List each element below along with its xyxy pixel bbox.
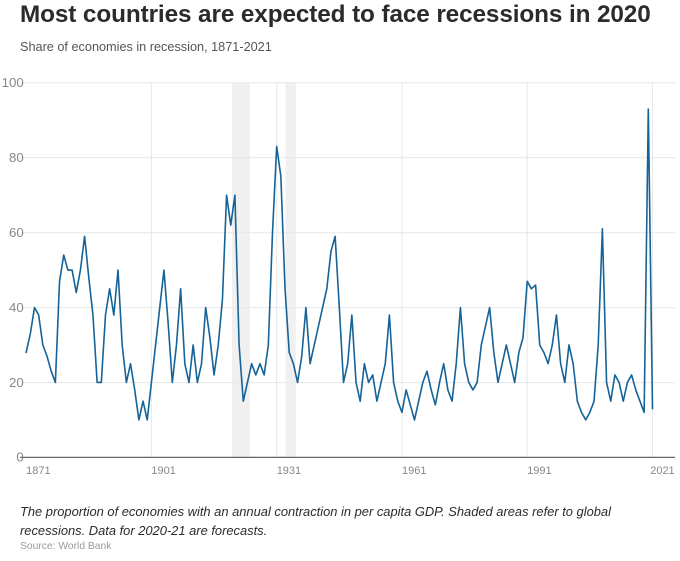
svg-text:1901: 1901 [151, 465, 175, 477]
svg-text:80: 80 [9, 150, 24, 165]
svg-text:1931: 1931 [277, 465, 301, 477]
svg-text:60: 60 [9, 225, 24, 240]
svg-text:1871: 1871 [26, 465, 50, 477]
svg-text:40: 40 [9, 300, 24, 315]
svg-text:100: 100 [2, 75, 24, 90]
svg-text:20: 20 [9, 375, 24, 390]
svg-text:0: 0 [16, 450, 23, 465]
svg-text:2021: 2021 [650, 465, 674, 477]
svg-text:1991: 1991 [527, 465, 551, 477]
svg-text:1961: 1961 [402, 465, 426, 477]
